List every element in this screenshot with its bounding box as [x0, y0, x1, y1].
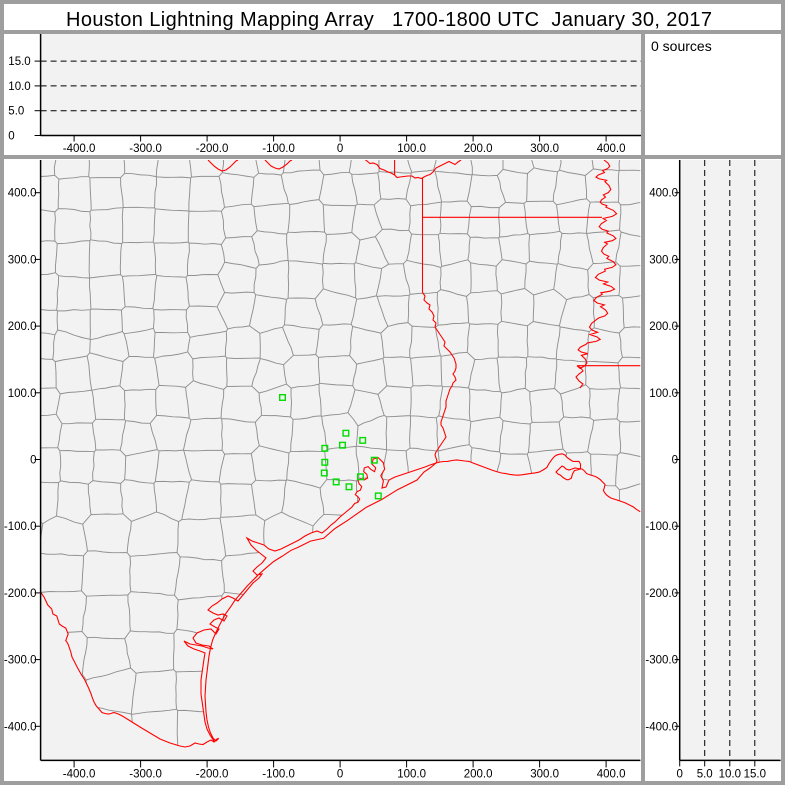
- svg-text:-400.0: -400.0: [645, 721, 678, 733]
- svg-text:0: 0: [672, 455, 678, 467]
- svg-text:-100.0: -100.0: [262, 769, 295, 781]
- svg-text:400.0: 400.0: [597, 143, 626, 155]
- svg-text:200.0: 200.0: [649, 321, 678, 333]
- svg-text:-200.0: -200.0: [645, 588, 678, 600]
- svg-text:0: 0: [8, 131, 14, 143]
- svg-text:300.0: 300.0: [530, 143, 559, 155]
- svg-text:-200.0: -200.0: [196, 769, 229, 781]
- svg-text:-300.0: -300.0: [129, 143, 162, 155]
- svg-text:-200.0: -200.0: [196, 143, 229, 155]
- svg-text:200.0: 200.0: [464, 143, 493, 155]
- svg-text:-100.0: -100.0: [262, 143, 295, 155]
- svg-text:200.0: 200.0: [8, 321, 37, 333]
- svg-text:-300.0: -300.0: [645, 655, 678, 667]
- svg-text:-400.0: -400.0: [63, 143, 96, 155]
- svg-text:0: 0: [676, 769, 682, 781]
- svg-text:100.0: 100.0: [8, 388, 37, 400]
- svg-text:100.0: 100.0: [397, 143, 426, 155]
- svg-text:400.0: 400.0: [597, 769, 626, 781]
- svg-text:15.0: 15.0: [8, 56, 30, 68]
- svg-text:5.0: 5.0: [697, 769, 713, 781]
- svg-text:-100.0: -100.0: [4, 521, 37, 533]
- svg-text:0: 0: [30, 455, 36, 467]
- svg-text:100.0: 100.0: [649, 388, 678, 400]
- svg-text:-300.0: -300.0: [129, 769, 162, 781]
- svg-text:200.0: 200.0: [464, 769, 493, 781]
- svg-text:100.0: 100.0: [397, 769, 426, 781]
- svg-text:0: 0: [337, 143, 343, 155]
- svg-text:-300.0: -300.0: [4, 655, 37, 667]
- svg-text:0: 0: [337, 769, 343, 781]
- svg-text:400.0: 400.0: [649, 188, 678, 200]
- svg-text:5.0: 5.0: [8, 106, 24, 118]
- svg-text:400.0: 400.0: [8, 188, 37, 200]
- svg-text:10.0: 10.0: [8, 81, 30, 93]
- svg-text:15.0: 15.0: [744, 769, 766, 781]
- svg-text:-100.0: -100.0: [645, 521, 678, 533]
- svg-text:300.0: 300.0: [8, 254, 37, 266]
- svg-text:10.0: 10.0: [719, 769, 741, 781]
- svg-text:300.0: 300.0: [649, 254, 678, 266]
- svg-text:-200.0: -200.0: [4, 588, 37, 600]
- svg-text:-400.0: -400.0: [4, 721, 37, 733]
- svg-text:300.0: 300.0: [530, 769, 559, 781]
- svg-text:-400.0: -400.0: [63, 769, 96, 781]
